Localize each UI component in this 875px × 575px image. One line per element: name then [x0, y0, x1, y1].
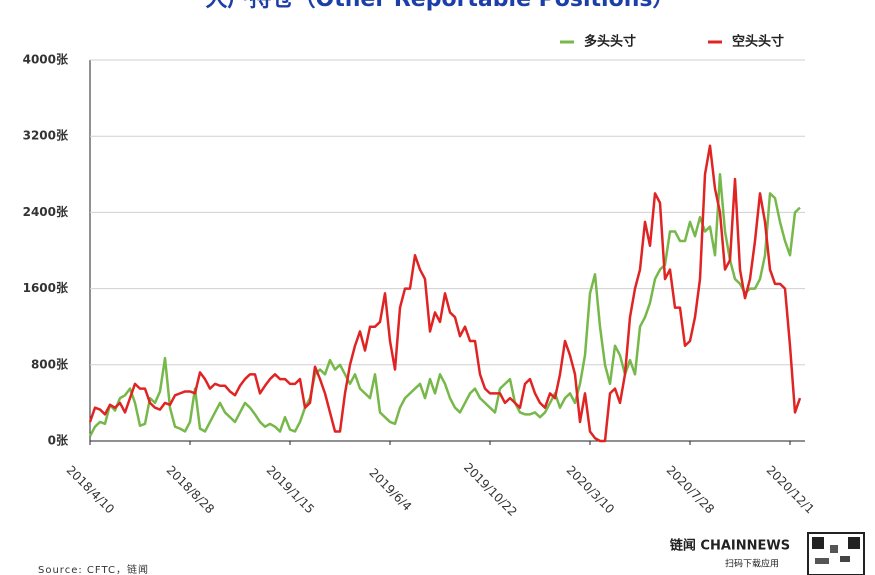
source: Source: CFTC，链闻	[38, 563, 149, 575]
qr-code	[807, 532, 865, 575]
y-tick-label: 0张	[48, 433, 69, 448]
y-tick-label: 4000张	[23, 52, 69, 67]
y-tick-label: 1600张	[23, 280, 69, 295]
legend-label: 空头头寸	[732, 34, 784, 50]
brand-tagline: 扫码下载应用	[725, 558, 779, 570]
series-line	[88, 144, 802, 443]
brand: 链闻 CHAINNEWS	[669, 538, 790, 554]
chart-title: 大户持仓（Other Reportable Positions）	[206, 0, 675, 12]
y-tick-label: 3200张	[23, 128, 69, 143]
y-tick-label: 800张	[31, 356, 69, 371]
y-tick-label: 2400张	[23, 204, 69, 219]
legend-label: 多头头寸	[584, 34, 636, 50]
series-line	[88, 173, 801, 437]
